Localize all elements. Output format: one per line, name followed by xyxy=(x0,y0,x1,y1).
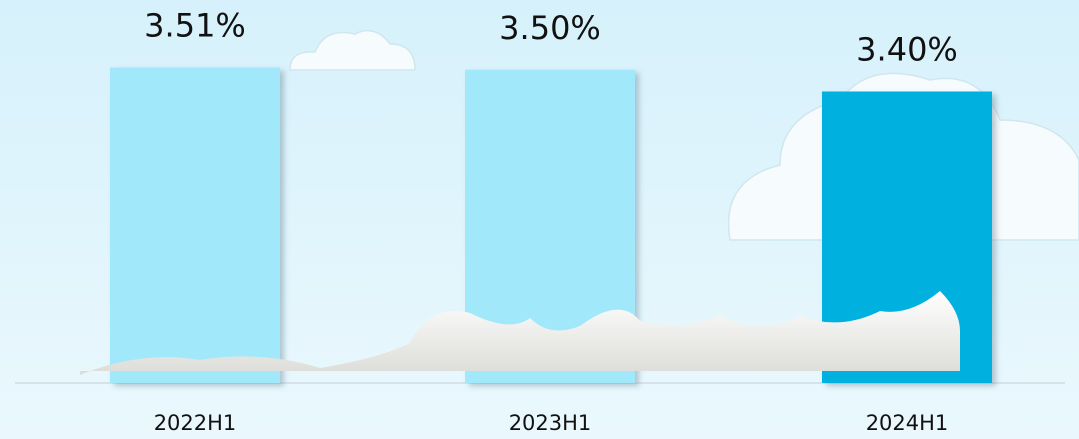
x-tick-label: 2022H1 xyxy=(154,411,237,435)
value-label: 3.40% xyxy=(856,31,958,69)
milk-splash xyxy=(80,291,960,375)
x-tick-label: 2024H1 xyxy=(866,411,949,435)
value-label: 3.51% xyxy=(144,7,246,45)
bar xyxy=(110,67,280,384)
x-tick-label: 2023H1 xyxy=(509,411,592,435)
value-label: 3.50% xyxy=(499,9,601,47)
